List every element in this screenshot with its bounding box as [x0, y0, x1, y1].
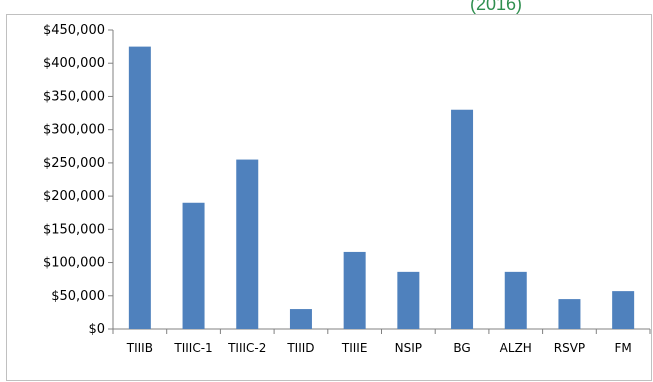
- x-tick-label: TIIID: [286, 341, 314, 355]
- bar-alzh: [504, 271, 527, 329]
- bar-nsip: [397, 271, 420, 329]
- y-tick-label: $350,000: [43, 89, 105, 104]
- y-tick-label: $0: [88, 322, 105, 337]
- x-tick-label: TIIIC-1: [173, 341, 212, 355]
- y-tick-label: $150,000: [43, 222, 105, 237]
- bar-tiiic-2: [236, 159, 259, 329]
- y-tick-label: $250,000: [43, 156, 105, 171]
- bar-tiiid: [289, 309, 312, 329]
- x-axis-labels: TIIIB TIIIC-1 TIIIC-2 TIIID TIIIE NSIP BG ALZH R…: [126, 341, 632, 355]
- bar-rsvp: [558, 299, 581, 329]
- x-tick-label: TIIIE: [341, 341, 368, 355]
- x-tick-label: ALZH: [500, 341, 532, 355]
- x-tick-label: RSVP: [554, 341, 585, 355]
- chart-frame: [6, 14, 652, 381]
- y-tick-label: $50,000: [51, 289, 105, 304]
- bar-fm: [612, 291, 635, 329]
- y-tick-label: $450,000: [43, 23, 105, 38]
- bar-tiiic-1: [182, 202, 205, 329]
- y-tick-label: $300,000: [43, 123, 105, 138]
- bar-tiiib: [128, 46, 151, 329]
- y-tick-label: $400,000: [43, 56, 105, 71]
- x-tick-label: NSIP: [395, 341, 422, 355]
- bars: [128, 46, 635, 329]
- x-tick-label: FM: [615, 341, 632, 355]
- y-axis-ticks: $0 $50,000 $100,000 $150,000 $200,000 $250,00…: [43, 23, 113, 337]
- y-tick-label: $200,000: [43, 189, 105, 204]
- y-tick-label: $100,000: [43, 256, 105, 271]
- x-tick-label: BG: [453, 341, 470, 355]
- bar-tiiie: [343, 251, 366, 329]
- x-tick-label: TIIIB: [126, 341, 153, 355]
- bar-bg: [451, 109, 474, 329]
- x-tick-label: TIIIC-2: [227, 341, 266, 355]
- title-fragment: (2016): [470, 0, 523, 14]
